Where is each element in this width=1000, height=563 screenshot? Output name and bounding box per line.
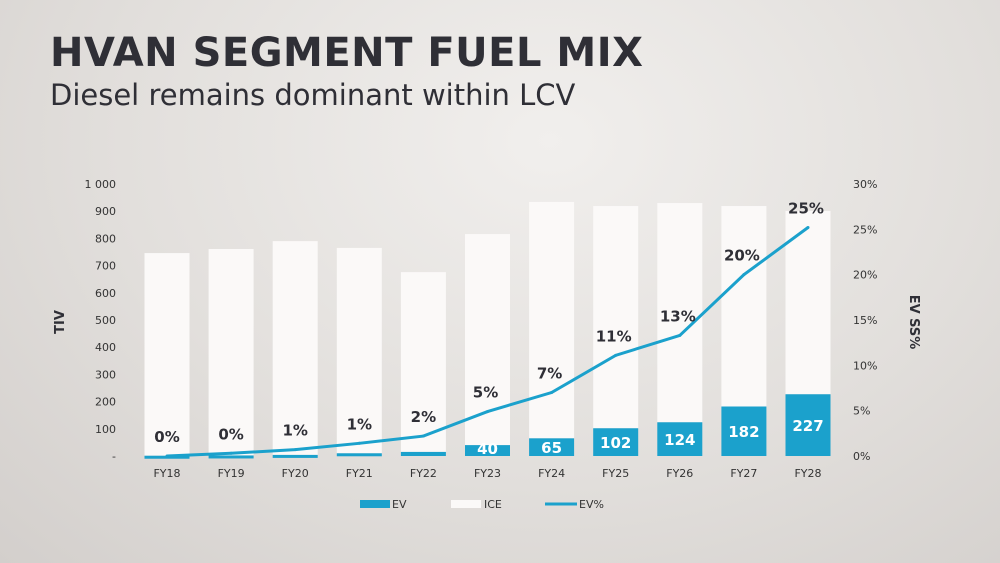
ice-bar [529,201,575,439]
ev-data-label: 40 [477,440,498,458]
ice-bar [785,210,831,395]
ev-bar [593,428,639,456]
y-tick-label: 200 [95,396,116,409]
ev-share-point [357,441,361,445]
ev-bar [465,445,510,456]
ev-share-label: 1% [282,422,307,440]
y2-tick-label: 10% [853,359,877,372]
legend-ev-label: EV [392,498,407,511]
ev-bar [400,451,446,456]
x-tick-label: FY28 [794,467,821,480]
y2-tick-label: 0% [853,450,870,463]
x-tick-label: FY27 [730,467,757,480]
y-tick-label: - [112,450,116,463]
ev-share-point [614,353,618,357]
ev-bar [785,394,831,456]
ev-share-label: 13% [660,307,696,325]
y-tick-label: 700 [95,260,116,273]
page-title: HVAN SEGMENT FUEL MIX [50,30,644,76]
ev-share-point [293,448,297,452]
x-tick-label: FY19 [218,467,245,480]
ice-bar [208,249,254,456]
ev-share-point [678,333,682,337]
y-tick-label: 400 [95,341,116,354]
ice-bar [272,241,318,455]
ice-bar [336,247,382,454]
ev-share-label: 1% [347,415,372,433]
ev-bar [657,422,703,456]
page-subtitle: Diesel remains dominant within LCV [50,78,576,112]
ice-bar [400,272,446,452]
ev-share-label: 25% [788,200,824,218]
y2-tick-label: 15% [853,314,877,327]
ev-bar [529,438,575,456]
ev-share-label: 0% [154,428,179,446]
y2-tick-label: 25% [853,223,877,236]
y-tick-label: 900 [95,205,116,218]
ev-bar [721,406,767,456]
ev-data-label: 65 [541,439,562,457]
y-tick-label: 800 [95,232,116,245]
ev-data-label: 102 [600,434,631,452]
ev-share-label: 0% [218,425,243,443]
x-tick-label: FY22 [410,467,437,480]
ev-data-label: 227 [792,417,823,435]
ev-data-label: 124 [664,431,695,449]
legend-evpct-label: EV% [579,498,604,511]
legend-ice-swatch [451,500,481,508]
ev-share-label: 11% [596,327,632,345]
x-tick-label: FY25 [602,467,629,480]
x-tick-label: FY26 [666,467,693,480]
y-tick-label: 1 000 [85,178,117,191]
ice-bar [657,203,703,423]
ice-bar [465,234,510,446]
ev-bar [336,453,382,457]
ev-share-point [486,410,489,414]
x-tick-label: FY20 [282,467,309,480]
y-tick-label: 300 [95,368,116,381]
ev-bar [208,455,254,459]
ev-share-point [421,434,425,438]
y2-axis-title: EV SS% [906,295,921,350]
y2-tick-label: 30% [853,178,877,191]
ev-share-label: 7% [537,365,562,383]
ev-share-point [165,454,169,458]
ev-share-point [550,391,554,395]
ev-bar [272,454,318,458]
y2-tick-label: 20% [853,269,877,282]
legend-ev-swatch [360,500,390,508]
ev-share-point [806,226,810,230]
x-tick-label: FY18 [153,467,180,480]
ev-share-label: 20% [724,247,760,265]
y-tick-label: 500 [95,314,116,327]
ev-share-label: 2% [411,408,436,426]
ice-bar [721,206,767,407]
ev-share-point [229,451,233,455]
y-tick-label: 600 [95,287,116,300]
y-tick-label: 100 [95,423,116,436]
legend-ice-label: ICE [484,498,502,511]
y2-tick-label: 5% [853,405,870,418]
ice-bar [593,206,639,429]
ev-share-label: 5% [473,384,498,402]
x-tick-label: FY24 [538,467,565,480]
y-axis-title: TIV [53,310,68,334]
ev-share-point [742,273,746,277]
ice-bar [144,253,190,456]
x-tick-label: FY21 [346,467,373,480]
ev-data-label: 182 [728,423,759,441]
x-tick-label: FY23 [474,467,501,480]
